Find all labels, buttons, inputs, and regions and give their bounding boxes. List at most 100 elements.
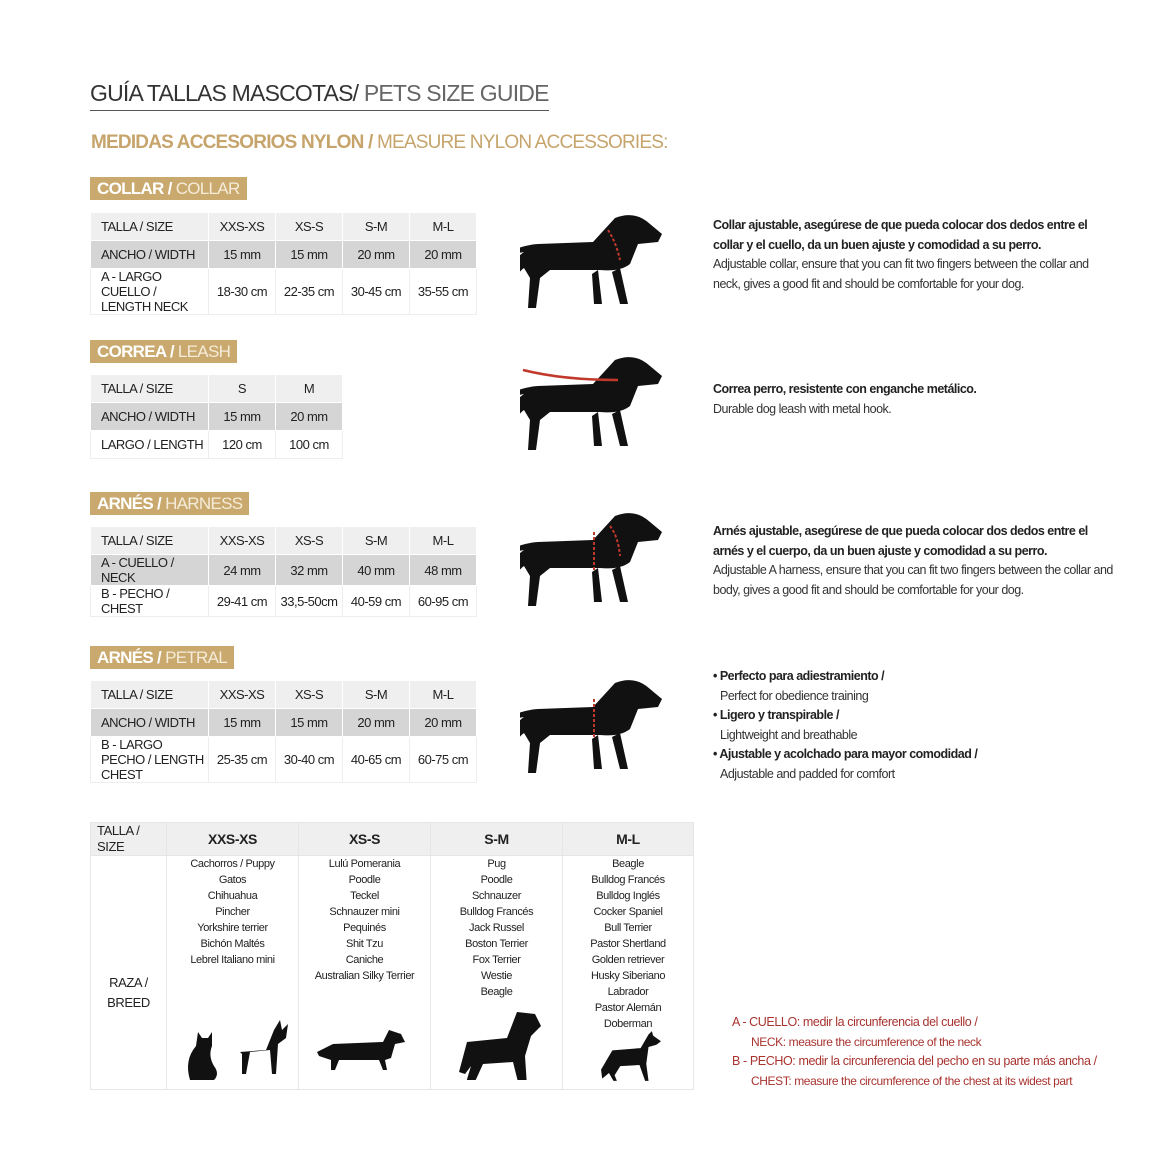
table-row: TALLA / SIZE XXS-XS XS-S S-M M-L: [90, 680, 477, 709]
label-es: CORREA /: [97, 342, 175, 361]
harness-section-label: ARNÉS / HARNESS: [90, 492, 250, 515]
table-cell: M-L: [409, 526, 477, 555]
label-es: ARNÉS /: [97, 648, 162, 667]
table-cell: XXS-XS: [208, 526, 276, 555]
desc-en: Adjustable A harness, ensure that you ca…: [713, 563, 1113, 597]
row-label: TALLA / SIZE: [90, 526, 209, 555]
desc-en: Adjustable collar, ensure that you can f…: [713, 257, 1089, 291]
breed-name: Husky Siberiano: [590, 970, 666, 982]
row-label: TALLA / SIZE: [90, 212, 209, 241]
header-size: TALLA / SIZE: [90, 822, 167, 856]
row-label: ANCHO / WIDTH: [90, 402, 209, 431]
table-row: ANCHO / WIDTH 15 mm 15 mm 20 mm 20 mm: [90, 708, 477, 737]
table-row: A - LARGO CUELLO / LENGTH NECK 18-30 cm 22…: [90, 268, 477, 315]
breed-name: Schnauzer: [472, 890, 521, 902]
header-s-m: S-M: [430, 822, 563, 856]
row-label: B - LARGO PECHO / LENGTH CHEST: [90, 736, 209, 783]
table-cell: 35-55 cm: [409, 268, 477, 315]
section-subtitle: MEDIDAS ACCESORIOS NYLON / MEASURE NYLON…: [91, 132, 668, 154]
breed-name: Bulldog Inglés: [596, 890, 660, 902]
table-cell: 20 mm: [409, 240, 477, 269]
breed-name: Pincher: [215, 906, 250, 918]
breed-name: Doberman: [603, 1018, 653, 1030]
breed-name: Beagle: [612, 858, 644, 870]
leash-size-table: TALLA / SIZE S M ANCHO / WIDTH 15 mm 20 mm LAR…: [90, 374, 343, 459]
legend-a-es: A - CUELLO: medir la circunferencia del …: [732, 1015, 978, 1029]
bullet-es: • Ajustable y acolchado para mayor comod…: [713, 747, 978, 761]
label-en: PETRAL: [161, 648, 228, 667]
title-en: PETS SIZE GUIDE: [358, 80, 550, 106]
table-cell: 40 mm: [342, 554, 410, 586]
table-cell: XS-S: [275, 680, 343, 709]
petral-features: • Perfecto para adiestramiento / Perfect …: [713, 667, 1113, 784]
table-cell: 60-95 cm: [409, 585, 477, 617]
breed-name: Gatos: [218, 874, 247, 886]
table-cell: 30-40 cm: [275, 736, 343, 783]
breed-name: Shit Tzu: [346, 938, 383, 950]
collar-size-table: TALLA / SIZE XXS-XS XS-S S-M M-L ANCHO / WIDT…: [90, 212, 477, 315]
bullet-es: • Perfecto para adiestramiento /: [713, 669, 885, 683]
breed-name: Pastor Shertland: [590, 938, 666, 950]
breed-name: Teckel: [350, 890, 379, 902]
bullet-en: Adjustable and padded for comfort: [720, 766, 895, 781]
harness-size-table: TALLA / SIZE XXS-XS XS-S S-M M-L A - CUELLO /…: [90, 526, 477, 617]
leash-description: Correa perro, resistente con enganche me…: [713, 380, 1113, 419]
table-cell: 15 mm: [208, 708, 276, 737]
breed-name: Jack Russel: [469, 922, 524, 934]
table-row: B - PECHO / CHEST 29-41 cm 33,5-50cm 40-59 …: [90, 585, 477, 617]
breed-name: Pastor Alemán: [594, 1002, 662, 1014]
breed-name: Schnauzer mini: [329, 906, 400, 918]
label-en: HARNESS: [161, 494, 243, 513]
table-row: A - CUELLO / NECK 24 mm 32 mm 40 mm 48 mm: [90, 554, 477, 586]
breed-name: Cachorros / Puppy: [190, 858, 275, 870]
row-label: LARGO / LENGTH: [90, 430, 209, 459]
table-cell: S-M: [342, 212, 410, 241]
table-cell: XS-S: [275, 212, 343, 241]
table-cell: 24 mm: [208, 554, 276, 586]
breed-name: Bulldog Francés: [459, 906, 534, 918]
table-row: B - LARGO PECHO / LENGTH CHEST 25-35 cm 30…: [90, 736, 477, 783]
table-row: TALLA / SIZE XXS-XS XS-S S-M M-L: [90, 526, 477, 555]
breed-name: Golden retriever: [591, 954, 665, 966]
table-cell: 40-65 cm: [342, 736, 410, 783]
table-cell: M-L: [409, 680, 477, 709]
legend-b-en: CHEST: measure the circumference of the …: [751, 1073, 1073, 1088]
title-es: GUÍA TALLAS MASCOTAS/: [90, 80, 359, 106]
table-cell: 15 mm: [275, 708, 343, 737]
table-cell: 32 mm: [275, 554, 343, 586]
label-es: COLLAR /: [97, 179, 172, 198]
table-cell: 20 mm: [342, 708, 410, 737]
desc-es: Arnés ajustable, asegúrese de que pueda …: [713, 524, 1088, 558]
page-title: GUÍA TALLAS MASCOTAS/ PETS SIZE GUIDE: [90, 80, 549, 111]
breed-name: Chihuahua: [207, 890, 258, 902]
breed-name: Pug: [487, 858, 506, 870]
breed-name: Pequinés: [343, 922, 386, 934]
breed-name: Beagle: [480, 986, 513, 998]
table-cell: XS-S: [275, 526, 343, 555]
measurement-legend: A - CUELLO: medir la circunferencia del …: [732, 1013, 1142, 1091]
subtitle-es: MEDIDAS ACCESORIOS NYLON /: [91, 132, 373, 153]
table-cell: 20 mm: [409, 708, 477, 737]
table-cell: M-L: [409, 212, 477, 241]
legend-b-es: B - PECHO: medir la circunferencia del p…: [732, 1054, 1097, 1068]
breed-name: Poodle: [480, 874, 513, 886]
dachshund-icon: [317, 1030, 405, 1070]
doberman-icon: [601, 1031, 661, 1081]
table-cell: 100 cm: [275, 430, 343, 459]
row-label: A - CUELLO / NECK: [90, 554, 209, 586]
collar-section-label: COLLAR / COLLAR: [90, 177, 247, 200]
table-cell: 48 mm: [409, 554, 477, 586]
header-xs-s: XS-S: [298, 822, 431, 856]
table-cell: 60-75 cm: [409, 736, 477, 783]
table-cell: XXS-XS: [208, 680, 276, 709]
harness-description: Arnés ajustable, asegúrese de que pueda …: [713, 522, 1113, 600]
breed-name: Labrador: [607, 986, 649, 998]
table-row: LARGO / LENGTH 120 cm 100 cm: [90, 430, 343, 459]
breed-size-table: TALLA / SIZE XXS-XS XS-S S-M M-L RAZA / …: [90, 822, 694, 1090]
table-cell: 15 mm: [208, 402, 276, 431]
dog-harness-icon: [520, 513, 662, 606]
petral-size-table: TALLA / SIZE XXS-XS XS-S S-M M-L ANCHO / WIDT…: [90, 680, 477, 783]
breed-name: Australian Silky Terrier: [314, 970, 415, 982]
desc-en: Durable dog leash with metal hook.: [713, 401, 892, 416]
header-m-l: M-L: [562, 822, 694, 856]
